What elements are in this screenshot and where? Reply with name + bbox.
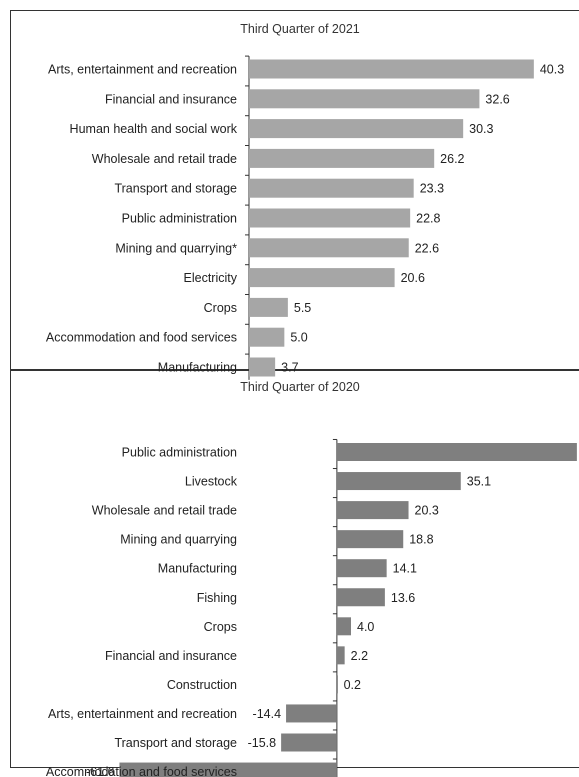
category-label: Wholesale and retail trade bbox=[92, 504, 237, 518]
category-label: Construction bbox=[167, 678, 237, 692]
value-label: 26.2 bbox=[440, 152, 464, 166]
bar-2020 bbox=[336, 501, 409, 520]
value-label: 4.0 bbox=[357, 620, 374, 634]
value-label: -61.6 bbox=[86, 765, 115, 777]
bar-2020 bbox=[336, 675, 338, 694]
category-label: Wholesale and retail trade bbox=[92, 152, 237, 166]
category-label: Electricity bbox=[184, 271, 238, 285]
value-label: 18.8 bbox=[409, 533, 433, 547]
value-label: 32.6 bbox=[485, 92, 509, 106]
category-label: Financial and insurance bbox=[105, 649, 237, 663]
value-label: 3.7 bbox=[281, 361, 298, 375]
bar-2020 bbox=[336, 472, 461, 491]
category-label: Mining and quarrying* bbox=[115, 241, 237, 255]
value-label: 40.3 bbox=[540, 63, 564, 77]
bar-2021 bbox=[249, 89, 480, 109]
category-label: Human health and social work bbox=[70, 122, 238, 136]
bar-2021 bbox=[249, 357, 276, 377]
value-label: 35.1 bbox=[467, 475, 491, 489]
bar-2020 bbox=[336, 646, 345, 665]
category-label: Accommodation and food services bbox=[46, 765, 237, 777]
value-label: 13.6 bbox=[391, 591, 415, 605]
category-label: Fishing bbox=[197, 591, 237, 605]
bar-2021 bbox=[249, 268, 395, 288]
value-label: 2.2 bbox=[351, 649, 368, 663]
value-label: 22.6 bbox=[415, 241, 439, 255]
category-label: Manufacturing bbox=[158, 361, 237, 375]
bar-2020 bbox=[281, 733, 337, 752]
chart-panel-2020: Third Quarter of 2020 bbox=[10, 370, 579, 768]
bar-2020 bbox=[286, 704, 337, 723]
value-label: -14.4 bbox=[253, 707, 282, 721]
bar-2020 bbox=[119, 762, 337, 777]
category-label: Accommodation and food services bbox=[46, 331, 237, 345]
chart-title-2020: Third Quarter of 2020 bbox=[240, 380, 360, 394]
bar-2021 bbox=[249, 238, 409, 258]
value-label: 5.5 bbox=[294, 301, 311, 315]
category-label: Financial and insurance bbox=[105, 92, 237, 106]
category-label: Mining and quarrying bbox=[120, 533, 237, 547]
bar-2021 bbox=[249, 297, 288, 317]
value-label: 14.1 bbox=[393, 562, 417, 576]
bar-2021 bbox=[249, 327, 285, 347]
bar-2020 bbox=[336, 588, 385, 607]
value-label: 20.3 bbox=[415, 504, 439, 518]
category-label: Arts, entertainment and recreation bbox=[48, 707, 237, 721]
category-label: Livestock bbox=[185, 475, 238, 489]
value-label: 0.2 bbox=[344, 678, 361, 692]
bar-2020 bbox=[336, 530, 404, 549]
category-label: Transport and storage bbox=[114, 182, 237, 196]
category-label: Crops bbox=[204, 620, 237, 634]
value-label: 23.3 bbox=[420, 182, 444, 196]
value-label: 5.0 bbox=[290, 331, 307, 345]
bar-2020 bbox=[336, 617, 351, 636]
category-label: Arts, entertainment and recreation bbox=[48, 63, 237, 77]
category-label: Public administration bbox=[122, 446, 237, 460]
category-label: Crops bbox=[204, 301, 237, 315]
category-label: Transport and storage bbox=[114, 736, 237, 750]
category-label: Public administration bbox=[122, 212, 237, 226]
bar-2020 bbox=[336, 559, 387, 578]
bar-2021 bbox=[249, 148, 435, 168]
bar-2021 bbox=[249, 59, 534, 79]
value-label: 20.6 bbox=[401, 271, 425, 285]
bar-2021 bbox=[249, 208, 411, 228]
category-label: Manufacturing bbox=[158, 562, 237, 576]
value-label: -15.8 bbox=[248, 736, 277, 750]
bar-2021 bbox=[249, 178, 414, 198]
value-label: 30.3 bbox=[469, 122, 493, 136]
bar-2020 bbox=[336, 443, 577, 461]
chart-title-2021: Third Quarter of 2021 bbox=[240, 22, 360, 36]
bar-2021 bbox=[249, 119, 464, 139]
value-label: 22.8 bbox=[416, 212, 440, 226]
